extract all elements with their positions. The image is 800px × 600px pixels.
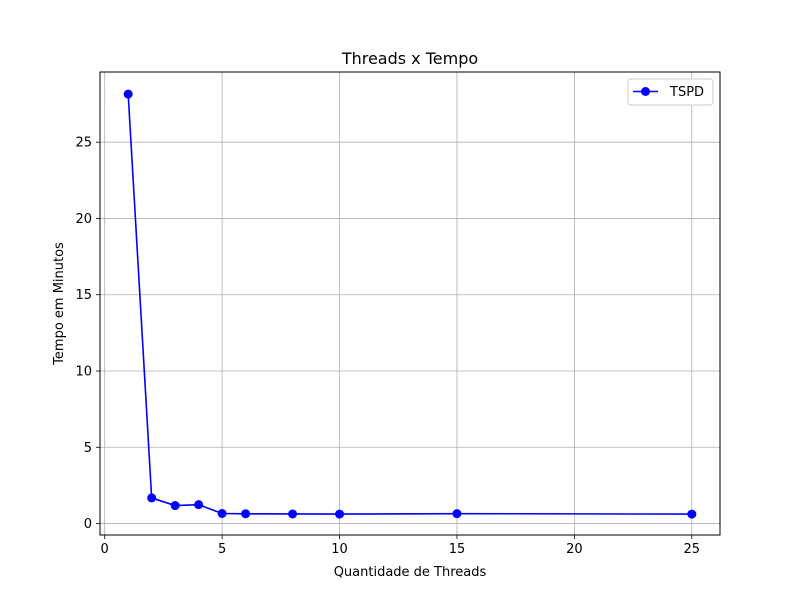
data-point-marker — [217, 508, 227, 518]
x-tick-label: 20 — [566, 542, 583, 557]
data-point-marker — [687, 509, 697, 519]
data-point-marker — [194, 500, 204, 510]
data-point-marker — [288, 509, 298, 519]
x-axis-label: Quantidade de Threads — [334, 565, 487, 580]
chart-title: Threads x Tempo — [341, 49, 478, 68]
data-point-marker — [241, 509, 251, 519]
data-point-marker — [452, 509, 462, 519]
x-tick-label: 0 — [101, 542, 109, 557]
legend-label: TSPD — [669, 85, 704, 100]
x-tick-label: 15 — [449, 542, 466, 557]
y-tick-label: 15 — [75, 288, 92, 303]
y-tick-label: 25 — [75, 136, 92, 151]
y-tick-label: 5 — [84, 441, 92, 456]
x-tick-label: 25 — [684, 542, 701, 557]
y-axis-ticks: 0 5 10 15 20 25 — [75, 136, 100, 532]
x-tick-label: 5 — [218, 542, 226, 557]
plot-frame — [99, 71, 721, 536]
series-line — [127, 94, 692, 515]
x-tick-label: 10 — [331, 542, 348, 557]
legend-marker-sample — [641, 87, 650, 96]
y-tick-label: 0 — [84, 517, 92, 532]
data-point-marker — [123, 89, 133, 99]
y-tick-label: 10 — [75, 365, 92, 380]
y-tick-label: 20 — [75, 212, 92, 227]
data-point-marker — [147, 493, 157, 503]
data-point-marker — [335, 509, 345, 519]
series-layer — [123, 89, 697, 519]
grid-lines — [100, 72, 720, 535]
legend: TSPD — [627, 78, 714, 106]
data-point-marker — [170, 501, 180, 511]
x-axis-ticks: 0 5 10 15 20 25 — [101, 535, 701, 557]
y-axis-label: Tempo em Minutos — [52, 242, 67, 366]
legend-box — [627, 78, 714, 106]
